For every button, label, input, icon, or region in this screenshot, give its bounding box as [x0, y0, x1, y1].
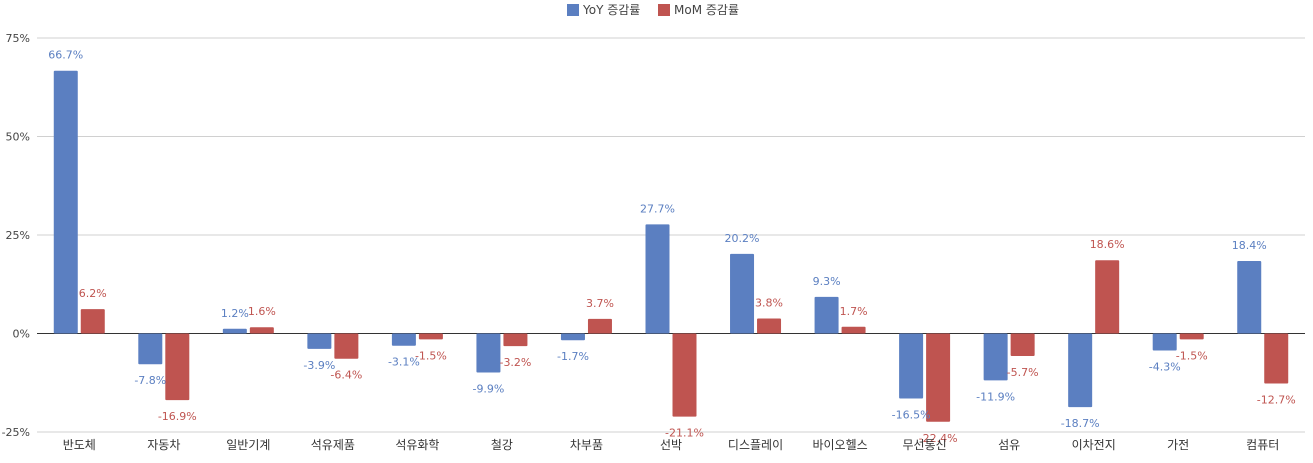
y-axis-ticks: 75% 50% 25% 0% -25%	[2, 32, 30, 439]
bar-yoy	[730, 253, 755, 334]
data-label-yoy: -3.9%	[303, 359, 335, 372]
data-label-mom: 18.6%	[1090, 238, 1125, 251]
x-category-label: 디스플레이	[728, 438, 783, 452]
x-axis-categories: 반도체 자동차 일반기계 석유제품 석유화학 철강 차부품 선박 디스플레이 바이오헬스 무선통신 섬…	[63, 438, 1280, 452]
legend: YoY 증감률 MoM 증감률	[567, 3, 739, 17]
data-label-yoy: 66.7%	[48, 49, 83, 62]
legend-label-yoy: YoY 증감률	[582, 3, 640, 17]
bar-mom	[503, 333, 528, 347]
data-label-yoy: 9.3%	[813, 275, 841, 288]
bar-yoy	[899, 333, 924, 399]
data-label-yoy: 20.2%	[725, 232, 760, 245]
y-tick-label: 25%	[6, 229, 30, 242]
bar-yoy	[645, 224, 670, 334]
data-label-yoy: -9.9%	[472, 383, 504, 396]
legend-swatch-yoy	[567, 4, 579, 16]
data-labels: 66.7% -7.8% 1.2% -3.9% -3.1% -9.9% -1.7% 27.7% 2…	[48, 49, 1295, 445]
data-label-mom: -16.9%	[158, 410, 197, 423]
bar-mom	[1179, 333, 1204, 340]
bar-mom	[334, 333, 359, 359]
legend-label-mom: MoM 증감률	[674, 3, 739, 17]
x-category-label: 바이오헬스	[812, 438, 867, 452]
data-label-yoy: -18.7%	[1061, 417, 1100, 430]
data-label-mom: 6.2%	[79, 287, 107, 300]
data-label-mom: 1.7%	[840, 305, 868, 318]
data-label-mom: 1.6%	[248, 305, 276, 318]
data-label-mom: -1.5%	[415, 349, 447, 362]
bar-yoy	[1068, 333, 1093, 408]
data-label-yoy: -11.9%	[976, 390, 1015, 403]
data-label-mom: -1.5%	[1176, 349, 1208, 362]
bar-yoy	[814, 296, 839, 334]
bar-mom	[418, 333, 443, 340]
bar-yoy	[53, 70, 78, 334]
bar-mom	[1095, 260, 1120, 334]
bar-mom	[80, 309, 105, 334]
bar-mom	[249, 327, 274, 334]
data-label-mom: 3.7%	[586, 297, 614, 310]
bar-yoy	[1152, 333, 1177, 351]
data-label-mom: 3.8%	[755, 297, 783, 310]
bar-mom	[587, 318, 612, 334]
bar-mom	[672, 333, 697, 417]
bar-yoy	[476, 333, 501, 373]
x-category-label: 철강	[491, 438, 513, 452]
x-category-label: 섬유	[998, 438, 1020, 452]
data-label-yoy: -1.7%	[557, 350, 589, 363]
x-category-label: 자동차	[147, 438, 180, 452]
data-label-yoy: -3.1%	[388, 356, 420, 369]
y-tick-label: -25%	[2, 426, 30, 439]
bar-yoy	[222, 328, 247, 334]
y-tick-label: 50%	[6, 131, 30, 144]
x-category-label: 가전	[1167, 438, 1189, 452]
data-label-yoy: -16.5%	[892, 409, 931, 422]
bars	[53, 70, 1289, 422]
x-category-label: 선박	[660, 438, 682, 452]
data-label-mom: -3.2%	[499, 356, 531, 369]
bar-yoy	[1237, 261, 1262, 334]
x-category-label: 이차전지	[1072, 438, 1116, 452]
bar-yoy	[138, 333, 163, 365]
data-label-mom: -21.1%	[665, 427, 704, 440]
x-category-label: 석유화학	[395, 438, 439, 452]
bar-yoy	[983, 333, 1008, 381]
data-label-mom: -12.7%	[1257, 394, 1296, 407]
bar-mom	[165, 333, 190, 401]
data-label-yoy: -7.8%	[134, 374, 166, 387]
data-label-yoy: -4.3%	[1149, 360, 1181, 373]
x-category-label: 석유제품	[311, 438, 355, 452]
data-label-mom: -6.4%	[330, 369, 362, 382]
bar-mom	[757, 318, 782, 334]
bar-mom	[1264, 333, 1289, 384]
data-label-yoy: 1.2%	[221, 307, 249, 320]
bar-yoy	[560, 333, 585, 341]
bar-yoy	[391, 333, 416, 346]
data-label-mom: -22.4%	[919, 432, 958, 445]
x-category-label: 반도체	[63, 438, 96, 452]
data-label-yoy: 27.7%	[640, 202, 675, 215]
grid-lines	[37, 37, 1305, 433]
y-tick-label: 75%	[6, 32, 30, 45]
data-label-mom: -5.7%	[1007, 366, 1039, 379]
bar-mom	[926, 333, 951, 422]
x-category-label: 컴퓨터	[1246, 438, 1279, 452]
bar-yoy	[307, 333, 332, 349]
bar-mom	[1010, 333, 1035, 356]
x-category-label: 일반기계	[226, 438, 270, 452]
y-tick-label: 0%	[13, 328, 30, 341]
legend-swatch-mom	[658, 4, 670, 16]
x-category-label: 무선통신	[903, 438, 947, 452]
bar-mom	[841, 326, 866, 334]
x-category-label: 차부품	[570, 438, 603, 452]
data-label-yoy: 18.4%	[1232, 239, 1267, 252]
